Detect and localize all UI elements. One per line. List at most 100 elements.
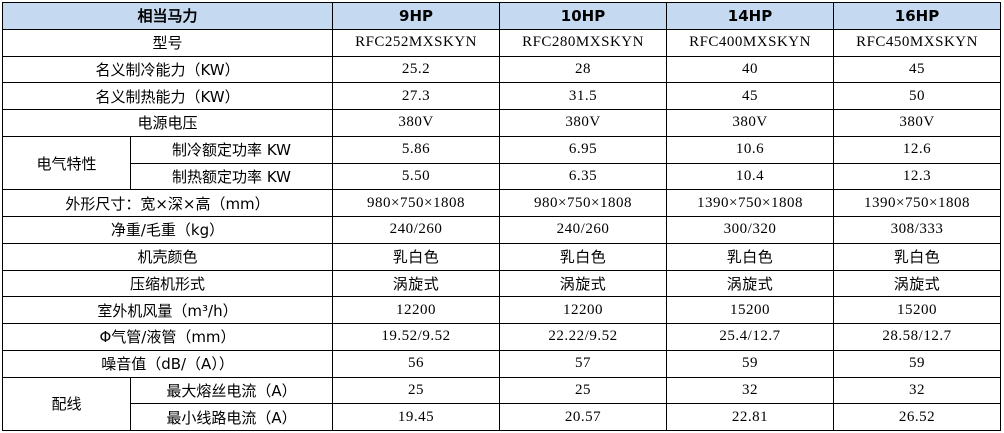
value-cell: 308/333 [833,216,1002,244]
value-cell: 57 [499,349,668,378]
value-cell: 1390×750×1808 [666,189,835,217]
value-cell: 32 [833,376,1002,405]
value-cell: 15200 [833,296,1002,324]
table-row: 相当马力 9HP 10HP 14HP 16HP [1,2,1002,30]
value-cell: 19.52/9.52 [332,323,501,351]
table-row: 压缩机形式 涡旋式 涡旋式 涡旋式 涡旋式 [1,269,1002,298]
row-label: 机壳颜色 [1,242,334,271]
table-row: 型号 RFC252MXSKYN RFC280MXSKYN RFC400MXSKYN RF… [1,28,1002,57]
value-cell: 59 [833,349,1002,378]
value-cell: 380V [332,109,501,137]
value-cell: 涡旋式 [332,269,501,298]
table-row: 机壳颜色 乳白色 乳白色 乳白色 乳白色 [1,242,1002,271]
value-cell: 涡旋式 [499,269,668,298]
row-label: Φ气管/液管（mm） [1,323,334,351]
value-cell: 12.3 [833,162,1002,191]
value-cell: 6.35 [499,162,668,191]
row-label: 外形尺寸：宽×深×高（mm） [1,189,334,217]
header-cell: 16HP [833,2,1002,30]
table-row: 电源电压 380V 380V 380V 380V [1,109,1002,137]
value-cell: 40 [666,55,835,84]
value-cell: 1390×750×1808 [833,189,1002,217]
value-cell: 乳白色 [833,242,1002,271]
value-cell: 300/320 [666,216,835,244]
table-row: Φ气管/液管（mm） 19.52/9.52 22.22/9.52 25.4/12.7 2… [1,323,1002,351]
table-row: 噪音值（dB/（A）） 56 57 59 59 [1,349,1002,378]
value-cell: 22.22/9.52 [499,323,668,351]
table-row: 名义制冷能力（KW） 25.2 28 40 45 [1,55,1002,84]
value-cell: 20.57 [499,403,668,431]
row-label: 型号 [1,28,334,57]
value-cell: 380V [833,109,1002,137]
value-cell: 980×750×1808 [499,189,668,217]
value-cell: 12200 [332,296,501,324]
value-cell: 50 [833,82,1002,110]
value-cell: 10.4 [666,162,835,191]
table-row: 电气特性 制冷额定功率 KW 5.86 6.95 10.6 12.6 [2,135,1002,191]
value-cell: 乳白色 [499,242,668,271]
value-cell: RFC450MXSKYN [833,28,1002,57]
row-label: 最小线路电流（A） [129,403,334,431]
row-label: 名义制热能力（KW） [1,82,334,110]
value-cell: 59 [666,349,835,378]
value-cell: 240/260 [332,216,501,244]
table-row: 制热额定功率 KW 5.50 6.35 10.4 12.3 [3,162,1002,191]
row-label: 净重/毛重（kg） [1,216,334,244]
table-row: 名义制热能力（KW） 27.3 31.5 45 50 [1,82,1002,110]
value-cell: 12.6 [833,135,1002,164]
value-cell: RFC252MXSKYN [332,28,501,57]
group-label: 电气特性 [2,135,131,191]
value-cell: 28.58/12.7 [833,323,1002,351]
value-cell: 32 [666,376,835,405]
value-cell: 26.52 [833,403,1002,431]
header-cell: 14HP [666,2,835,30]
table-row: 配线 最大熔丝电流（A） 25 25 32 32 [2,376,1002,431]
value-cell: 25 [499,376,668,405]
value-cell: 乳白色 [332,242,501,271]
value-cell: RFC400MXSKYN [666,28,835,57]
value-cell: 15200 [666,296,835,324]
value-cell: 28 [499,55,668,84]
row-label: 制冷额定功率 KW [129,135,334,164]
row-label: 噪音值（dB/（A）） [1,349,334,378]
value-cell: 56 [332,349,501,378]
value-cell: 涡旋式 [666,269,835,298]
row-label: 电源电压 [1,109,334,137]
value-cell: 25 [332,376,501,405]
value-cell: 45 [833,55,1002,84]
row-label: 最大熔丝电流（A） [129,376,334,405]
value-cell: 31.5 [499,82,668,110]
value-cell: 12200 [499,296,668,324]
header-label: 相当马力 [1,2,334,30]
value-cell: 5.86 [332,135,501,164]
value-cell: 45 [666,82,835,110]
value-cell: 涡旋式 [833,269,1002,298]
table-row: 外形尺寸：宽×深×高（mm） 980×750×1808 980×750×1808 13… [1,189,1002,217]
header-cell: 10HP [499,2,668,30]
row-label: 名义制冷能力（KW） [1,55,334,84]
value-cell: RFC280MXSKYN [499,28,668,57]
table-row: 室外机风量（m³/h） 12200 12200 15200 15200 [1,296,1002,324]
value-cell: 5.50 [332,162,501,191]
row-label: 室外机风量（m³/h） [1,296,334,324]
value-cell: 980×750×1808 [332,189,501,217]
value-cell: 25.2 [332,55,501,84]
table-row: 净重/毛重（kg） 240/260 240/260 300/320 308/333 [1,216,1002,244]
value-cell: 22.81 [666,403,835,431]
header-cell: 9HP [332,2,501,30]
value-cell: 6.95 [499,135,668,164]
value-cell: 25.4/12.7 [666,323,835,351]
value-cell: 240/260 [499,216,668,244]
group-label: 配线 [2,376,131,431]
value-cell: 乳白色 [666,242,835,271]
value-cell: 10.6 [666,135,835,164]
table-row: 最小线路电流（A） 19.45 20.57 22.81 26.52 [3,403,1002,431]
value-cell: 27.3 [332,82,501,110]
row-label: 压缩机形式 [1,269,334,298]
value-cell: 380V [666,109,835,137]
value-cell: 380V [499,109,668,137]
row-label: 制热额定功率 KW [129,162,334,191]
